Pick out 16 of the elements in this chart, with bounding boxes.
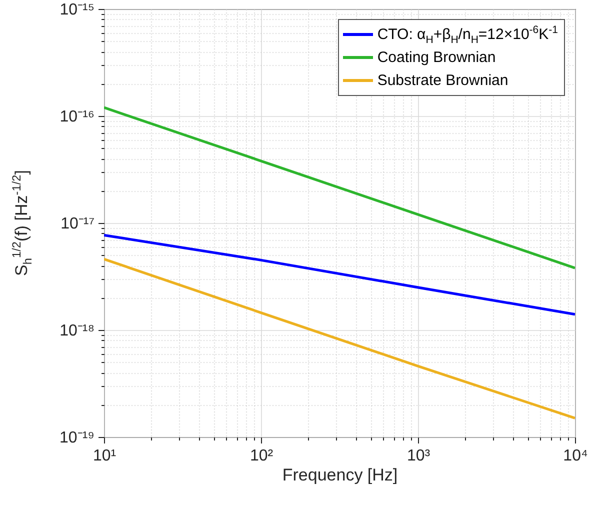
x-axis-title: Frequency [Hz]: [282, 466, 398, 484]
line-series: [104, 258, 575, 420]
x-tick-label: 10³: [406, 448, 431, 464]
y-tick-label: 10⁻¹⁷: [60, 216, 95, 232]
y-tick-label: 10⁻¹⁸: [60, 322, 94, 340]
legend-label: Substrate Brownian: [377, 72, 508, 89]
x-tick-label: 10¹: [92, 448, 116, 464]
line-series: [104, 234, 575, 316]
y-tick-label: 10⁻¹⁵: [60, 2, 94, 18]
legend-label: Coating Brownian: [377, 49, 496, 66]
y-tick-label: 10⁻¹⁶: [60, 108, 94, 126]
line-series: [104, 106, 575, 270]
y-tick-label: 10⁻¹⁹: [60, 430, 94, 446]
x-tick-label: 10²: [250, 448, 274, 464]
text: CTO: α$_{H}$+β$_{H}$/n$_{H}$=12×10$^{-6}$K$^{-1}$: [377, 24, 558, 46]
x-tick-label: 10⁴: [563, 448, 588, 464]
